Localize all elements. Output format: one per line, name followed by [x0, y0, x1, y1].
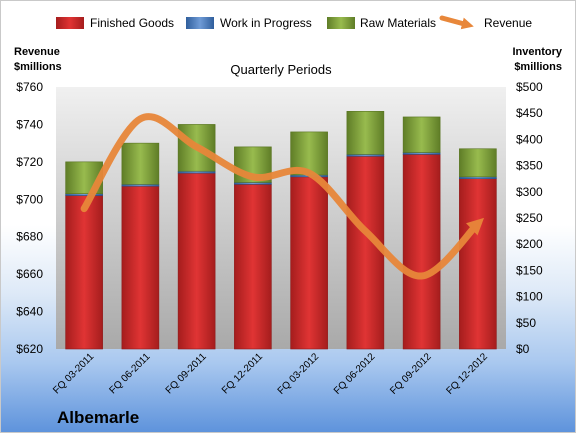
left-axis-ticks: $620 $640 $660 $680 $700 $720 $740 $760 [16, 80, 43, 356]
bar-finished-goods [402, 154, 441, 350]
left-axis-title-line2: $millions [14, 61, 62, 73]
legend-swatch-raw-materials [327, 17, 355, 29]
left-axis-tick-label: $700 [16, 192, 43, 206]
right-axis-tick-label: $150 [516, 263, 543, 277]
revenue-line [80, 113, 485, 280]
legend: Finished Goods Work in Progress Raw Mate… [56, 15, 532, 30]
x-axis-tick-label: FQ 12-2012 [444, 351, 490, 397]
right-axis-tick-label: $500 [516, 80, 543, 94]
right-axis-tick-label: $400 [516, 132, 543, 146]
legend-swatch-revenue [439, 15, 474, 30]
left-axis-tick-label: $660 [16, 267, 43, 281]
x-axis-tick-label: FQ 09-2012 [388, 351, 434, 397]
bar-finished-goods [290, 176, 328, 350]
company-name: Albemarle [57, 408, 139, 427]
right-axis-ticks: $0 $50 $100 $150 $200 $250 $300 $350 $400 $450 $50… [516, 80, 543, 356]
left-axis-tick-label: $620 [16, 342, 43, 356]
left-axis-tick-label: $680 [16, 230, 43, 244]
bar-raw-materials [459, 148, 497, 178]
legend-swatch-work-in-progress [186, 17, 214, 29]
bar-finished-goods [459, 178, 497, 350]
right-axis-title-line2: $millions [514, 61, 562, 73]
bar-finished-goods [177, 172, 216, 350]
revenue-line-group [80, 113, 485, 280]
bar-raw-materials [346, 111, 385, 155]
x-axis-tick-label: FQ 03-2011 [51, 351, 96, 396]
x-axis-tick-label: FQ 06-2012 [332, 351, 378, 397]
legend-label-work-in-progress: Work in Progress [220, 16, 312, 30]
left-axis-tick-label: $640 [16, 305, 43, 319]
left-axis-tick-label: $740 [16, 117, 43, 131]
bar-finished-goods [346, 155, 385, 350]
legend-label-revenue: Revenue [484, 16, 532, 30]
right-axis-tick-label: $300 [516, 185, 543, 199]
right-axis-tick-label: $350 [516, 159, 543, 173]
right-axis-tick-label: $50 [516, 316, 536, 330]
left-axis-title-line1: Revenue [14, 46, 60, 58]
x-axis-tick-label: FQ 03-2012 [276, 351, 322, 397]
left-axis-tick-label: $760 [16, 80, 43, 94]
x-axis-tick-label: FQ 06-2011 [108, 351, 153, 396]
legend-label-raw-materials: Raw Materials [360, 16, 436, 30]
legend-label-finished-goods: Finished Goods [90, 16, 174, 30]
left-axis-tick-label: $720 [16, 155, 43, 169]
right-axis-title-line1: Inventory [512, 46, 562, 58]
right-axis-tick-label: $0 [516, 342, 530, 356]
right-axis-tick-label: $250 [516, 211, 543, 225]
bar-raw-materials [402, 116, 441, 153]
bar-finished-goods [65, 195, 103, 350]
x-axis-tick-label: FQ 09-2011 [164, 351, 209, 396]
right-axis-tick-label: $100 [516, 290, 543, 304]
legend-swatch-finished-goods [56, 17, 84, 29]
right-axis-tick-label: $200 [516, 237, 543, 251]
x-axis-ticks: FQ 03-2011 FQ 06-2011 FQ 09-2011 FQ 12-2011… [51, 351, 490, 397]
bar-raw-materials [121, 142, 160, 185]
right-axis-tick-label: $450 [516, 106, 543, 120]
x-axis-tick-label: FQ 12-2011 [220, 351, 265, 396]
bar-finished-goods [234, 184, 272, 350]
bar-finished-goods [121, 185, 160, 350]
chart-title: Quarterly Periods [230, 62, 332, 77]
bars [65, 111, 497, 350]
